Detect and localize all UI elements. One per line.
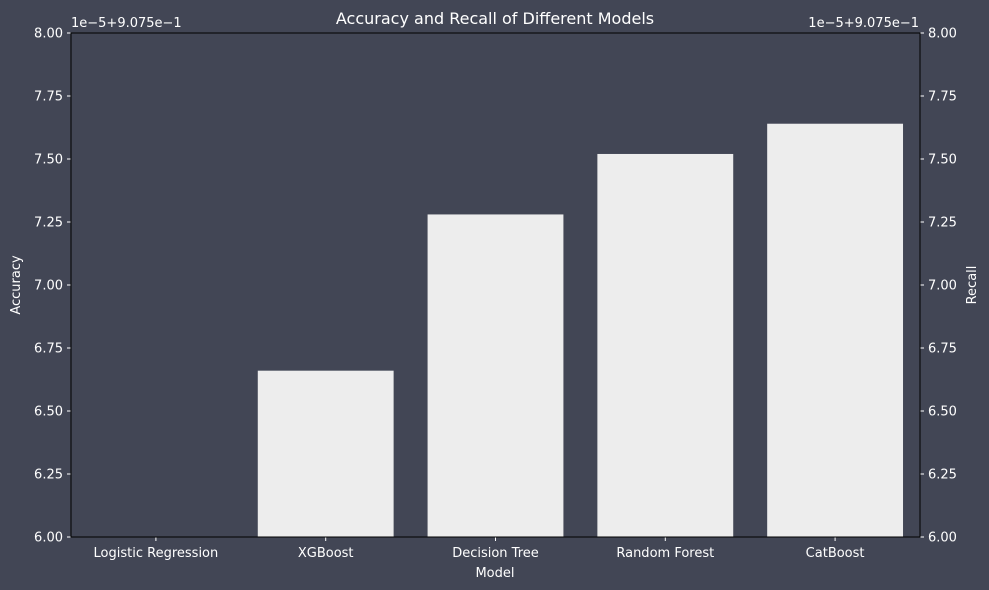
left-y-tick-label: 7.75 [34,90,63,105]
right-y-axis-ticks: 6.00 6.25 6.50 6.75 7.00 7.25 7.50 7.75 8.00 [920,27,957,546]
x-tick-label: Logistic Regression [94,546,219,561]
x-axis-label: Model [475,566,514,581]
left-y-tick-label: 8.00 [34,27,63,42]
chart-title: Accuracy and Recall of Different Models [336,9,654,28]
left-y-tick-label: 7.00 [34,279,63,294]
left-y-axis-label: Accuracy [9,255,24,315]
x-axis-ticks: Logistic Regression XGBoost Decision Tree R… [94,537,865,561]
right-y-tick-label: 7.25 [928,216,957,231]
plot-frame [70,32,921,538]
left-y-tick-label: 6.25 [34,468,63,483]
right-y-tick-label: 7.75 [928,90,957,105]
bar-decision-tree [427,214,564,537]
x-tick-label: XGBoost [298,546,354,561]
left-y-tick-label: 7.50 [34,153,63,168]
x-tick-label: Random Forest [616,546,714,561]
bar-xgboost [257,370,394,537]
right-axis-offset-label: 1e−5+9.075e−1 [808,16,919,31]
right-y-tick-label: 8.00 [928,27,957,42]
left-y-tick-label: 6.00 [34,531,63,546]
right-y-tick-label: 6.75 [928,342,957,357]
bar-random-forest [597,153,734,537]
x-tick-label: Decision Tree [452,546,539,561]
x-tick-label: CatBoost [806,546,865,561]
right-y-tick-label: 7.50 [928,153,957,168]
right-y-tick-label: 6.00 [928,531,957,546]
right-y-tick-label: 6.50 [928,405,957,420]
left-y-axis-ticks: 6.00 6.25 6.50 6.75 7.00 7.25 7.50 7.75 8.00 [34,27,71,546]
left-axis-offset-label: 1e−5+9.075e−1 [71,16,182,31]
right-y-tick-label: 7.00 [928,279,957,294]
right-y-tick-label: 6.25 [928,468,957,483]
left-y-tick-label: 6.50 [34,405,63,420]
left-y-tick-label: 7.25 [34,216,63,231]
bar-catboost [767,123,904,537]
right-y-axis-label: Recall [965,266,980,305]
bars-group [257,123,904,537]
left-y-tick-label: 6.75 [34,342,63,357]
